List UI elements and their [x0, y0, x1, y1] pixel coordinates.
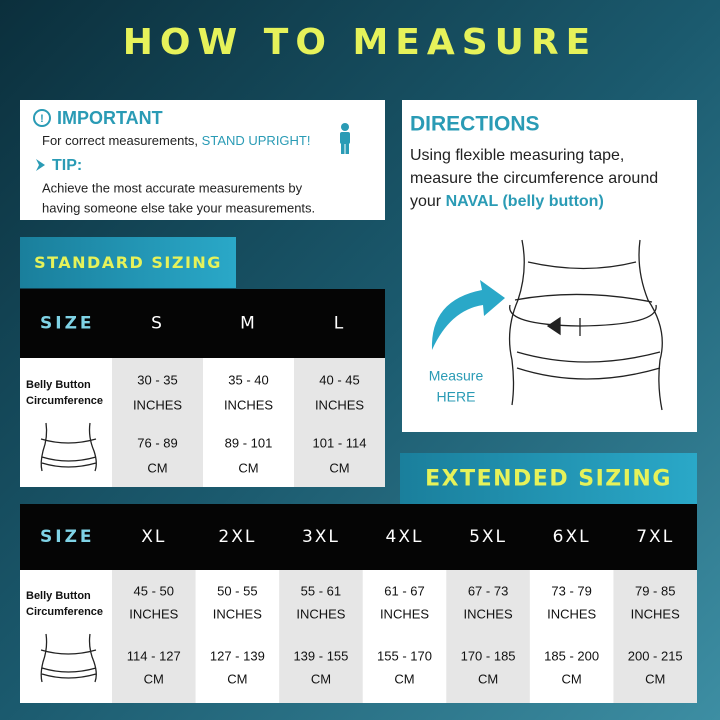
- cm-unit: CM: [478, 671, 498, 686]
- inches-unit: INCHES: [380, 606, 429, 621]
- section-title: EXTENDED SIZING: [425, 467, 672, 492]
- inches-value: 40 - 45: [319, 372, 359, 387]
- table-header: [20, 289, 385, 358]
- cm-value: 185 - 200: [544, 648, 599, 663]
- cm-unit: CM: [645, 671, 665, 686]
- measure-label: Measure: [429, 368, 484, 384]
- cm-value: 139 - 155: [293, 648, 348, 663]
- table-cell-bg: [446, 570, 530, 703]
- inches-unit: INCHES: [213, 606, 262, 621]
- directions-highlight: NAVAL (belly button): [446, 193, 604, 210]
- size-name: S: [151, 314, 164, 334]
- size-name: 6XL: [553, 527, 591, 547]
- inches-value: 79 - 85: [635, 583, 675, 598]
- inches-value: 67 - 73: [468, 583, 508, 598]
- directions-text: your NAVAL (belly button): [410, 193, 604, 210]
- size-name: XL: [141, 527, 166, 547]
- cm-unit: CM: [311, 671, 331, 686]
- important-highlight: STAND UPRIGHT!: [202, 133, 311, 148]
- inches-value: 73 - 79: [551, 583, 591, 598]
- tip-text: Achieve the most accurate measurements b…: [42, 180, 303, 195]
- size-name: L: [334, 314, 345, 334]
- directions-text: measure the circumference around: [410, 170, 658, 187]
- person-icon: [340, 123, 350, 154]
- inches-unit: INCHES: [631, 606, 680, 621]
- inches-unit: INCHES: [547, 606, 596, 621]
- size-name: 7XL: [636, 527, 674, 547]
- inches-unit: INCHES: [129, 606, 178, 621]
- important-text: For correct measurements,: [42, 133, 198, 148]
- torso-illustration: [508, 239, 663, 411]
- section-title: STANDARD SIZING: [34, 253, 222, 272]
- cm-value: 155 - 170: [377, 648, 432, 663]
- section-tab: [20, 237, 236, 288]
- row-label: Belly Button: [26, 590, 91, 602]
- inches-value: 30 - 35: [137, 372, 177, 387]
- title: HOW TO MEASURE: [123, 22, 597, 63]
- inches-value: 61 - 67: [384, 583, 424, 598]
- cm-value: 114 - 127: [127, 648, 181, 663]
- inches-value: 45 - 50: [134, 583, 174, 598]
- row-label: Circumference: [26, 395, 103, 407]
- size-name: 3XL: [302, 527, 340, 547]
- table-cell-bg: [112, 570, 196, 703]
- cm-value: 127 - 139: [210, 648, 265, 663]
- inches-value: 55 - 61: [301, 583, 341, 598]
- size-label: SIZE: [40, 527, 95, 547]
- directions-heading: DIRECTIONS: [410, 113, 540, 136]
- cm-unit: CM: [227, 671, 247, 686]
- cm-unit: CM: [394, 671, 414, 686]
- inches-unit: INCHES: [133, 397, 182, 412]
- important-heading: IMPORTANT: [57, 108, 163, 128]
- inches-unit: INCHES: [296, 606, 345, 621]
- section-tab: [400, 453, 697, 504]
- size-name: M: [240, 314, 257, 334]
- table-header: [20, 504, 697, 570]
- inches-value: 35 - 40: [228, 372, 268, 387]
- size-name: 2XL: [218, 527, 256, 547]
- cm-value: 76 - 89: [137, 435, 177, 450]
- inches-unit: INCHES: [315, 397, 364, 412]
- cm-unit: CM: [144, 671, 164, 686]
- important-box: [20, 100, 385, 220]
- row-label: Belly Button: [26, 379, 91, 391]
- measure-label: HERE: [437, 389, 476, 405]
- inches-value: 50 - 55: [217, 583, 257, 598]
- cm-unit: CM: [238, 460, 258, 475]
- table-cell-bg: [294, 358, 385, 487]
- cm-value: 101 - 114: [313, 435, 367, 450]
- cm-value: 89 - 101: [225, 435, 273, 450]
- cm-unit: CM: [329, 460, 349, 475]
- cm-value: 200 - 215: [628, 648, 683, 663]
- size-label: SIZE: [40, 314, 95, 334]
- inches-unit: INCHES: [224, 397, 273, 412]
- size-name: 5XL: [469, 527, 507, 547]
- info-icon: [33, 109, 51, 127]
- tip-icon: [36, 159, 45, 171]
- cm-value: 170 - 185: [461, 648, 516, 663]
- arrow-icon: [431, 280, 505, 350]
- row-label: Circumference: [26, 606, 103, 618]
- waist-icon: [40, 422, 97, 472]
- directions-text: Using flexible measuring tape,: [410, 147, 624, 164]
- cm-unit: CM: [562, 671, 582, 686]
- table-cell-bg: [112, 358, 203, 487]
- waist-icon: [40, 633, 97, 683]
- tip-text: having someone else take your measuremen…: [42, 200, 315, 215]
- inches-unit: INCHES: [464, 606, 513, 621]
- cm-unit: CM: [147, 460, 167, 475]
- info-icon-mark: !: [40, 113, 44, 125]
- important-text: For correct measurements, STAND UPRIGHT!: [42, 133, 311, 148]
- size-name: 4XL: [386, 527, 424, 547]
- directions-text: your: [410, 193, 442, 210]
- table-cell-bg: [279, 570, 363, 703]
- tip-heading: TIP:: [52, 157, 82, 174]
- table-cell-bg: [613, 570, 697, 703]
